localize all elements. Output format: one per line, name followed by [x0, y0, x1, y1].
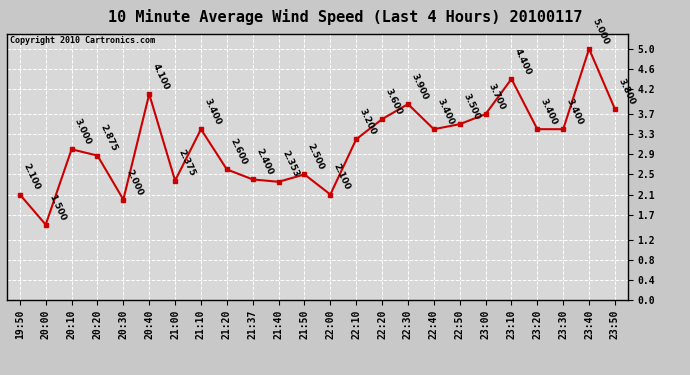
Text: 1.500: 1.500 [47, 193, 67, 222]
Text: 3.500: 3.500 [461, 92, 481, 122]
Text: 10 Minute Average Wind Speed (Last 4 Hours) 20100117: 10 Minute Average Wind Speed (Last 4 Hou… [108, 9, 582, 26]
Text: 2.400: 2.400 [254, 147, 274, 177]
Text: 2.875: 2.875 [99, 123, 119, 153]
Text: 2.000: 2.000 [125, 168, 145, 197]
Text: 3.900: 3.900 [409, 72, 429, 101]
Text: 2.600: 2.600 [228, 137, 248, 166]
Text: 3.400: 3.400 [564, 97, 584, 126]
Text: 2.100: 2.100 [21, 162, 41, 192]
Text: 2.375: 2.375 [177, 148, 197, 178]
Text: 3.200: 3.200 [357, 107, 377, 136]
Text: Copyright 2010 Cartronics.com: Copyright 2010 Cartronics.com [10, 36, 155, 45]
Text: 2.353: 2.353 [280, 150, 300, 179]
Text: 3.400: 3.400 [202, 97, 222, 126]
Text: 3.400: 3.400 [539, 97, 559, 126]
Text: 4.400: 4.400 [513, 46, 533, 76]
Text: 2.100: 2.100 [332, 162, 352, 192]
Text: 3.600: 3.600 [384, 87, 404, 116]
Text: 3.400: 3.400 [435, 97, 455, 126]
Text: 3.000: 3.000 [73, 117, 93, 147]
Text: 5.000: 5.000 [591, 17, 611, 46]
Text: 3.700: 3.700 [487, 82, 507, 111]
Text: 2.500: 2.500 [306, 142, 326, 172]
Text: 3.800: 3.800 [616, 77, 636, 106]
Text: 4.100: 4.100 [150, 62, 170, 91]
